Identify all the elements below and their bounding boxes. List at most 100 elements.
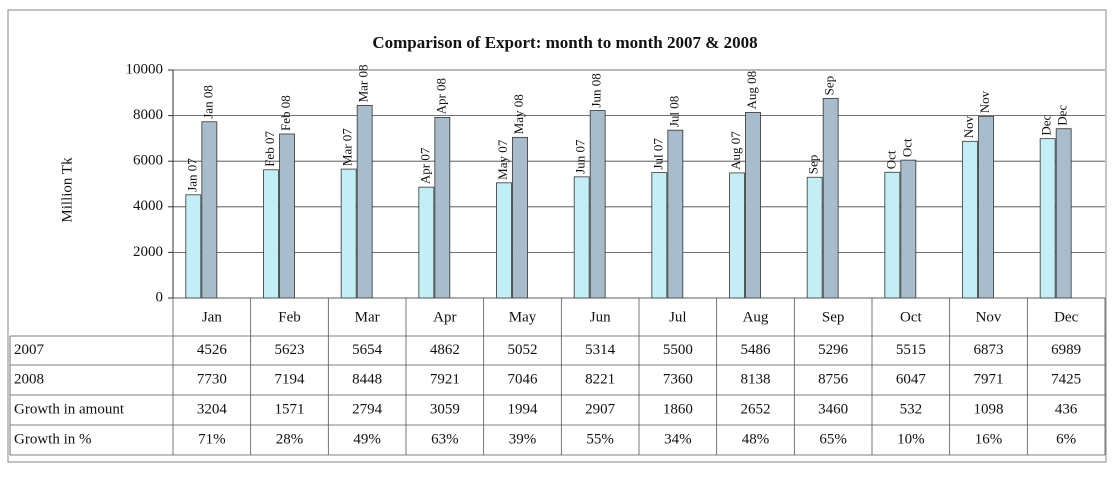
table-cell: 6047 [896,371,927,387]
table-cell: 34% [664,431,692,447]
bar [962,140,978,299]
table-cell: 7194 [275,371,306,387]
bar [340,168,357,299]
table-cell: 3059 [430,401,460,417]
data-label: Jun 07 [573,139,588,174]
y-tick-label: 8000 [133,107,163,123]
bar [822,97,839,299]
table-cell: 6873 [974,342,1004,358]
data-label: Aug 07 [728,131,743,170]
table-cell: 39% [509,431,537,447]
table-cell: 2794 [352,401,383,417]
x-tick-label: Jul [669,309,687,325]
x-tick-label: Apr [433,309,456,325]
y-tick-label: 2000 [133,244,163,260]
bar [729,172,745,299]
table-cell: 8221 [585,371,615,387]
x-tick-label: Aug [743,309,769,325]
bar [667,129,684,299]
table-cell: 5296 [818,342,849,358]
table-cell: 3204 [197,401,228,417]
data-label: Nov [961,115,976,138]
data-label: Nov [977,90,992,113]
table-cell: 436 [1055,401,1078,417]
table-cell: 5623 [275,342,305,358]
bar [1055,128,1072,299]
table-cell: 4862 [430,342,460,358]
data-label: Dec [1055,105,1070,126]
table-cell: 8756 [818,371,849,387]
y-tick-label: 10000 [126,61,164,77]
table-cell: 7971 [974,371,1004,387]
data-label: Jan 07 [184,158,199,192]
bar [356,104,373,299]
table-cell: 1571 [275,401,305,417]
bar [884,171,901,299]
x-tick-label: Nov [976,309,1002,325]
data-label: Dec [1039,114,1054,135]
table-cell: 16% [975,431,1003,447]
data-label: Feb 07 [262,131,277,167]
data-label: Apr 07 [417,147,432,184]
data-label: Aug 08 [744,71,759,110]
table-cell: 48% [742,431,770,447]
y-tick-label: 6000 [133,153,163,169]
table-cell: 1098 [974,401,1004,417]
table-cell: 532 [900,401,923,417]
table-cell: 71% [198,431,226,447]
table-cell: 2652 [741,401,771,417]
data-label: Sep [806,155,821,175]
table-cell: 2907 [585,401,616,417]
x-tick-label: Feb [278,309,301,325]
bar [201,121,218,299]
x-tick-label: Dec [1054,309,1078,325]
x-tick-label: Sep [822,309,845,325]
data-label: Apr 08 [433,78,448,114]
data-label: Oct [899,138,914,157]
table-cell: 5052 [508,342,538,358]
table-cell: 8138 [741,371,771,387]
data-label: Jul 07 [650,138,665,170]
table-cell: 1994 [508,401,539,417]
table-cell: 6989 [1051,342,1081,358]
table-cell: 49% [353,431,381,447]
table-cell: 5314 [585,342,616,358]
chart-title: Comparison of Export: month to month 200… [372,33,757,52]
data-label: May 08 [511,94,526,134]
x-tick-label: Oct [900,309,922,325]
table-row-header: Growth in amount [14,401,125,417]
bar [573,176,590,299]
bar [496,182,512,299]
data-label: Mar 08 [356,64,371,102]
y-tick-label: 0 [156,289,164,305]
y-axis-label: Million Tk [59,157,75,223]
data-label: Mar 07 [340,128,355,166]
table-cell: 63% [431,431,459,447]
data-label: Jul 08 [666,96,681,127]
table-cell: 1860 [663,401,693,417]
bar [263,169,279,299]
data-label: May 07 [495,139,510,180]
bar [1039,138,1056,299]
bar [900,159,917,299]
table-cell: 5486 [741,342,772,358]
table-cell: 55% [586,431,614,447]
table-cell: 65% [819,431,847,447]
table-cell: 5515 [896,342,926,358]
table-cell: 28% [276,431,304,447]
bar [418,186,435,299]
chart-border [7,9,1107,463]
bar [512,136,528,299]
data-label: Jan 08 [200,85,215,119]
table-cell: 10% [897,431,925,447]
bar [434,117,451,299]
data-label: Sep [822,76,837,96]
bar [185,194,202,299]
data-label: Oct [883,150,898,169]
table-cell: 5500 [663,342,693,358]
x-tick-label: Jun [590,309,611,325]
table-cell: 5654 [352,342,383,358]
bar [745,112,761,299]
table-cell: 7046 [508,371,539,387]
